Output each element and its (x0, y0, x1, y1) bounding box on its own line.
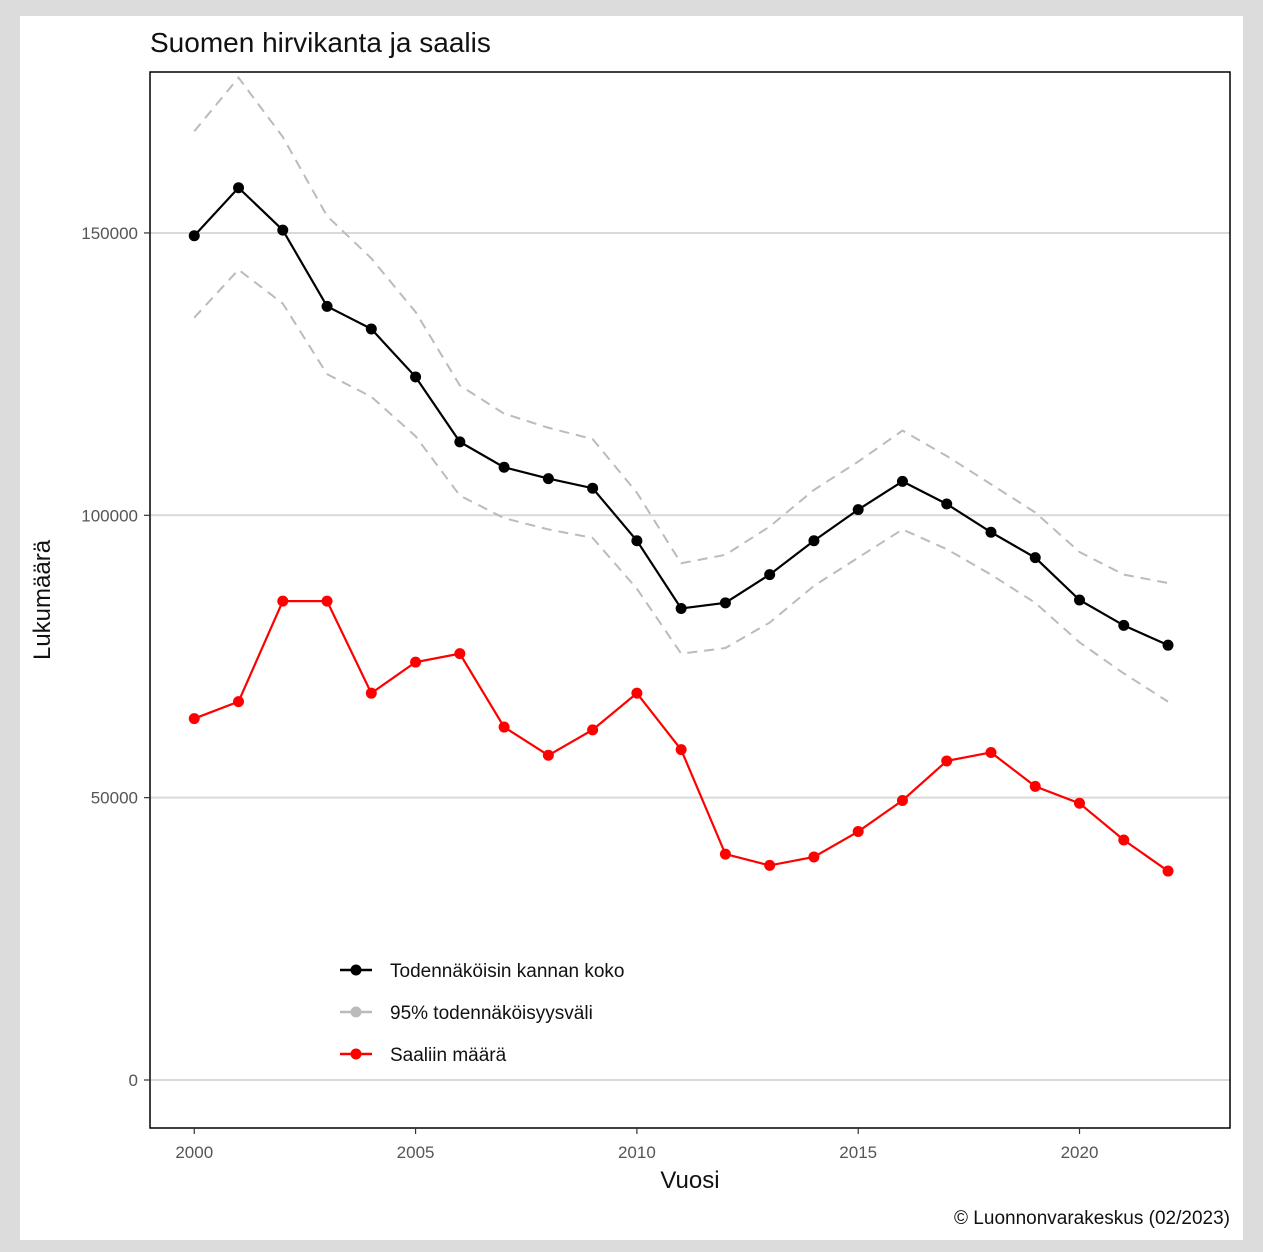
data-point (1162, 865, 1174, 877)
data-point (321, 595, 333, 607)
data-point (277, 224, 289, 236)
x-tick-label: 2000 (175, 1143, 213, 1162)
y-axis-ticks: 0 50000 100000 150000 (81, 224, 150, 1090)
data-point (631, 535, 643, 547)
plot-border (149, 71, 1231, 1129)
data-point (454, 436, 466, 448)
data-point (719, 848, 731, 860)
legend-label: 95% todennäköisyysväli (390, 1003, 593, 1024)
data-point (1118, 619, 1130, 631)
data-point (542, 473, 554, 485)
data-point (454, 648, 466, 660)
x-axis-ticks: 2000 2005 2010 2015 2020 (175, 1128, 1098, 1162)
data-point (188, 713, 200, 725)
series-group (188, 76, 1174, 877)
legend-marker (350, 964, 362, 976)
x-tick-label: 2010 (618, 1143, 656, 1162)
x-tick-label: 2020 (1061, 1143, 1099, 1162)
data-point (808, 535, 820, 547)
data-point (587, 724, 599, 736)
data-point (365, 323, 377, 335)
data-point (852, 826, 864, 838)
data-point (233, 696, 245, 708)
data-point (410, 656, 422, 668)
data-point (719, 597, 731, 609)
y-tick-label: 150000 (81, 224, 138, 243)
series-line-1 (193, 76, 1169, 585)
gridlines (150, 231, 1230, 1081)
data-point (631, 687, 643, 699)
data-point (764, 569, 776, 581)
data-point (675, 602, 687, 614)
data-point (1074, 797, 1086, 809)
data-point (1118, 834, 1130, 846)
data-point (498, 461, 510, 473)
data-point (188, 230, 200, 242)
copyright-caption: © Luonnonvarakeskus (02/2023) (954, 1208, 1230, 1229)
data-point (1074, 594, 1086, 606)
data-point (410, 371, 422, 383)
data-point (896, 794, 908, 806)
data-point (852, 504, 864, 516)
data-point (277, 595, 289, 607)
data-point (498, 721, 510, 733)
data-point (941, 498, 953, 510)
data-point (985, 526, 997, 538)
data-point (1029, 552, 1041, 564)
chart-title: Suomen hirvikanta ja saalis (150, 27, 491, 58)
data-point (365, 687, 377, 699)
legend-marker (350, 1048, 362, 1060)
x-axis-label: Vuosi (660, 1167, 719, 1194)
data-point (321, 300, 333, 312)
data-point (764, 859, 776, 871)
data-point (675, 744, 687, 756)
data-point (808, 851, 820, 863)
series-line-0 (193, 186, 1169, 647)
y-tick-label: 0 (129, 1071, 138, 1090)
series-line-3 (193, 600, 1169, 872)
y-tick-label: 50000 (91, 789, 138, 808)
data-point (542, 749, 554, 761)
data-point (1029, 780, 1041, 792)
data-point (896, 475, 908, 487)
y-axis-label: Lukumäärä (29, 539, 56, 660)
legend-label: Saaliin määrä (390, 1045, 507, 1066)
x-tick-label: 2005 (397, 1143, 435, 1162)
chart-card: Suomen hirvikanta ja saalis 0 50000 100000… (20, 16, 1243, 1240)
x-tick-label: 2015 (839, 1143, 877, 1162)
data-point (233, 182, 245, 194)
legend: Todennäköisin kannan koko 95% todennäköis… (340, 961, 625, 1066)
data-point (587, 482, 599, 494)
data-point (1162, 639, 1174, 651)
y-tick-label: 100000 (81, 506, 138, 525)
data-point (941, 755, 953, 767)
data-point (985, 746, 997, 758)
series-line-2 (193, 268, 1169, 703)
chart: Suomen hirvikanta ja saalis 0 50000 100000… (29, 27, 1231, 1229)
legend-label: Todennäköisin kannan koko (390, 961, 625, 982)
legend-marker (350, 1006, 362, 1018)
